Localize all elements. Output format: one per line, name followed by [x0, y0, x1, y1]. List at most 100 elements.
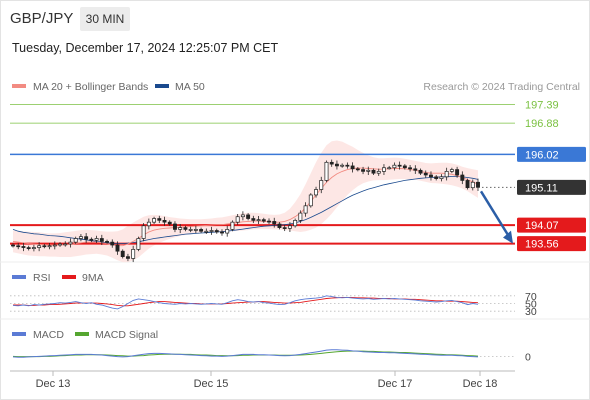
legend-rsi-ma-swatch — [62, 275, 76, 279]
candle — [157, 218, 162, 221]
candle — [73, 238, 78, 243]
candle — [235, 216, 240, 223]
legend-rsi-label: RSI — [33, 272, 51, 284]
candle — [465, 180, 470, 189]
candle — [193, 229, 198, 231]
legend-ma20-label: MA 20 + Bollinger Bands — [33, 81, 148, 93]
price-level-label-support: 194.07 — [525, 220, 559, 232]
candle — [31, 247, 36, 249]
price-level-tag-support — [517, 217, 586, 233]
candle — [334, 163, 339, 167]
price-level-tag-pivot — [517, 146, 586, 162]
legend-ma50-swatch — [155, 84, 169, 88]
legend-ma50-label: MA 50 — [175, 81, 205, 93]
credit-label: Research © 2024 Trading Central — [423, 81, 580, 93]
candle — [246, 214, 251, 219]
candle — [110, 241, 115, 246]
candle — [11, 244, 15, 247]
candle — [267, 220, 271, 223]
candle — [439, 176, 444, 179]
candle — [397, 164, 402, 167]
candle — [434, 176, 439, 179]
candle — [188, 229, 193, 231]
candle — [58, 243, 62, 246]
candle — [220, 231, 224, 234]
candle — [387, 167, 392, 170]
candle — [37, 245, 42, 248]
candle — [42, 245, 47, 248]
candle — [68, 241, 73, 245]
candle — [89, 238, 94, 241]
candle — [272, 221, 277, 225]
legend-ma20-swatch — [12, 84, 26, 88]
candle — [214, 230, 219, 233]
candle — [261, 219, 266, 222]
candle — [84, 236, 89, 240]
candle — [125, 256, 130, 259]
ma20-line — [12, 167, 479, 247]
candle — [319, 180, 324, 190]
rsi-line — [12, 295, 479, 310]
rsi-tick-label: 50 — [525, 299, 537, 311]
macd-tick-label: 0 — [525, 351, 531, 363]
candle — [314, 189, 318, 196]
candle — [63, 243, 68, 246]
candle — [167, 221, 172, 225]
candle — [199, 229, 204, 232]
legend-macd-signal-label: MACD Signal — [95, 329, 158, 341]
candle — [131, 249, 136, 259]
candle — [277, 223, 282, 228]
x-tick-label: Dec 15 — [194, 378, 229, 390]
candle — [256, 219, 261, 221]
candle — [350, 165, 355, 170]
candle — [429, 174, 433, 178]
candle — [345, 164, 350, 167]
candle — [382, 167, 386, 172]
legend-macd-swatch — [12, 332, 26, 336]
candle — [162, 219, 167, 223]
legend-macd-signal-swatch — [75, 332, 89, 336]
candle — [183, 227, 188, 230]
timeframe-button[interactable]: 30 MIN — [80, 7, 130, 31]
candle — [26, 247, 31, 249]
x-tick-label: Dec 13 — [36, 378, 71, 390]
candle — [392, 164, 397, 169]
rsi-tick-label: 70 — [525, 291, 537, 303]
candle — [99, 238, 104, 242]
candle — [16, 245, 21, 248]
price-level-tag-support — [517, 236, 586, 252]
legend-macd-label: MACD — [33, 329, 64, 341]
candle — [355, 168, 360, 171]
candle — [298, 212, 303, 221]
candle — [329, 161, 334, 165]
candle — [293, 219, 298, 227]
candle — [47, 245, 52, 248]
price-level-label-support: 193.56 — [525, 239, 559, 251]
candle — [423, 172, 428, 176]
candle — [146, 221, 151, 227]
legend-rsi-swatch — [12, 275, 26, 279]
rsi-ma-line — [13, 296, 479, 307]
candle — [115, 244, 120, 252]
candle — [376, 171, 381, 174]
chart-datetime: Tuesday, December 17, 2024 12:25:07 PM C… — [12, 41, 279, 55]
price-level-tag-last — [517, 179, 586, 195]
candle — [94, 238, 99, 241]
candle — [173, 223, 177, 230]
candle — [52, 244, 57, 247]
price-level-label-resistance: 197.39 — [525, 100, 559, 112]
candle — [408, 167, 413, 170]
price-level-label-last: 195.11 — [525, 182, 558, 194]
candle — [460, 174, 465, 181]
candle — [251, 218, 256, 221]
candle — [287, 225, 292, 229]
candle — [470, 181, 475, 189]
candle — [282, 227, 287, 229]
candle — [402, 165, 407, 169]
candle — [240, 214, 245, 218]
x-tick-label: Dec 17 — [378, 378, 413, 390]
candle — [324, 161, 329, 181]
candle — [308, 194, 313, 207]
candle — [340, 164, 345, 167]
